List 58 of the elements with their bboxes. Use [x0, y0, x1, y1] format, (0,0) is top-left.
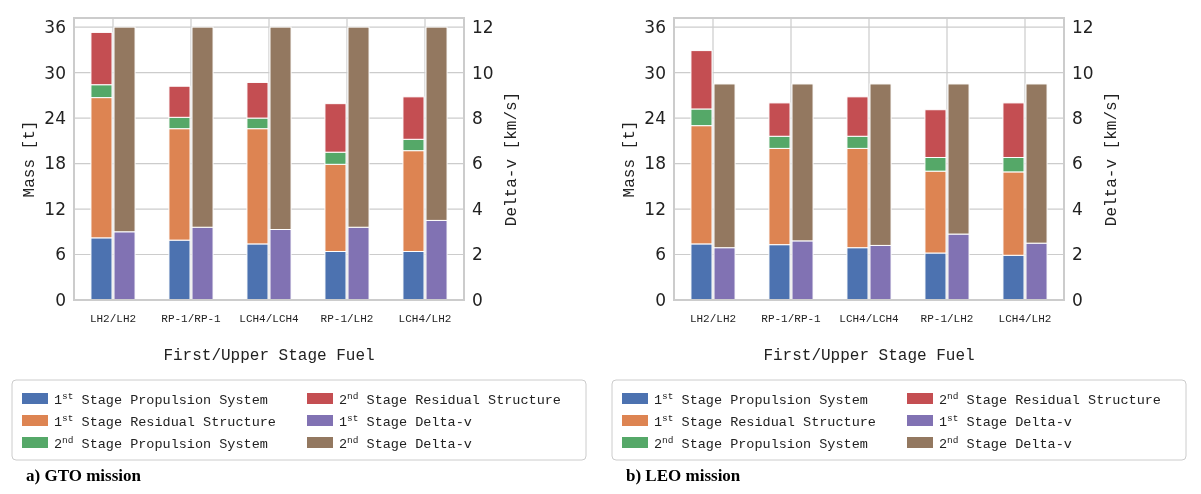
- y-tick-label: 24: [644, 108, 666, 129]
- legend-label: 1$^{st}$ Stage Propulsion System: [654, 390, 868, 408]
- y2-tick-label: 10: [1072, 62, 1094, 83]
- y-tick-label: 36: [644, 17, 666, 38]
- legend-label: 1$^{st}$ Stage Residual Structure: [654, 412, 876, 430]
- y2-tick-label: 6: [1072, 153, 1083, 174]
- y-tick-label: 6: [655, 244, 666, 265]
- y2-tick-label: 2: [472, 244, 483, 265]
- y2-tick-label: 4: [1072, 198, 1083, 219]
- x-tick-label: RP-1/RP-1: [161, 313, 222, 325]
- y2-tick-label: 0: [1072, 289, 1083, 310]
- legend-label: 2$^{nd}$ Stage Delta-v: [939, 434, 1072, 452]
- y-tick-label: 18: [644, 153, 666, 174]
- legend-label: 2$^{nd}$ Stage Residual Structure: [939, 390, 1161, 408]
- y2-axis-title: Delta-v [km/s]: [1103, 91, 1121, 227]
- x-tick-label: LCH4/LH2: [398, 313, 452, 325]
- legend-label: 2$^{nd}$ Stage Residual Structure: [339, 390, 561, 408]
- legend-label: 2$^{nd}$ Stage Delta-v: [339, 434, 472, 452]
- legend-label: 1$^{st}$ Stage Delta-v: [939, 412, 1072, 430]
- x-tick-label: LH2/LH2: [689, 313, 737, 325]
- legend-label: 1$^{st}$ Stage Residual Structure: [54, 412, 276, 430]
- y-axis-title: Mass [t]: [621, 120, 639, 198]
- x-tick-label: LCH4/LCH4: [239, 313, 300, 325]
- y2-tick-label: 8: [472, 108, 483, 129]
- legend-label: 2$^{nd}$ Stage Propulsion System: [654, 434, 868, 452]
- y-tick-label: 12: [644, 198, 666, 219]
- y2-tick-label: 6: [472, 153, 483, 174]
- y2-tick-label: 2: [1072, 244, 1083, 265]
- y2-tick-label: 12: [472, 17, 494, 38]
- y-tick-label: 6: [55, 244, 66, 265]
- y-tick-label: 0: [655, 289, 666, 310]
- x-tick-label: LH2/LH2: [89, 313, 137, 325]
- y-tick-label: 0: [55, 289, 66, 310]
- x-tick-label: RP-1/LH2: [320, 313, 374, 325]
- y-tick-label: 30: [644, 62, 666, 83]
- y2-tick-label: 0: [472, 289, 483, 310]
- x-tick-label: RP-1/LH2: [920, 313, 974, 325]
- legend-label: 1$^{st}$ Stage Delta-v: [339, 412, 472, 430]
- y-tick-label: 18: [44, 153, 66, 174]
- y-tick-label: 36: [44, 17, 66, 38]
- legend-label: 1$^{st}$ Stage Propulsion System: [54, 390, 268, 408]
- y2-tick-label: 8: [1072, 108, 1083, 129]
- y-tick-label: 30: [44, 62, 66, 83]
- y2-tick-label: 10: [472, 62, 494, 83]
- y-tick-label: 24: [44, 108, 66, 129]
- x-axis-title: First/Upper Stage Fuel: [763, 347, 975, 365]
- x-tick-label: RP-1/RP-1: [761, 313, 822, 325]
- x-axis-title: First/Upper Stage Fuel: [163, 347, 375, 365]
- text: b) LEO mission: [626, 466, 741, 485]
- text: a) GTO mission: [26, 466, 142, 485]
- y-axis-title: Mass [t]: [21, 120, 39, 198]
- x-tick-label: LCH4/LCH4: [839, 313, 900, 325]
- y2-tick-label: 12: [1072, 17, 1094, 38]
- legend-label: 2$^{nd}$ Stage Propulsion System: [54, 434, 268, 452]
- y2-axis-title: Delta-v [km/s]: [503, 91, 521, 227]
- y-tick-label: 12: [44, 198, 66, 219]
- y2-tick-label: 4: [472, 198, 483, 219]
- x-tick-label: LCH4/LH2: [998, 313, 1052, 325]
